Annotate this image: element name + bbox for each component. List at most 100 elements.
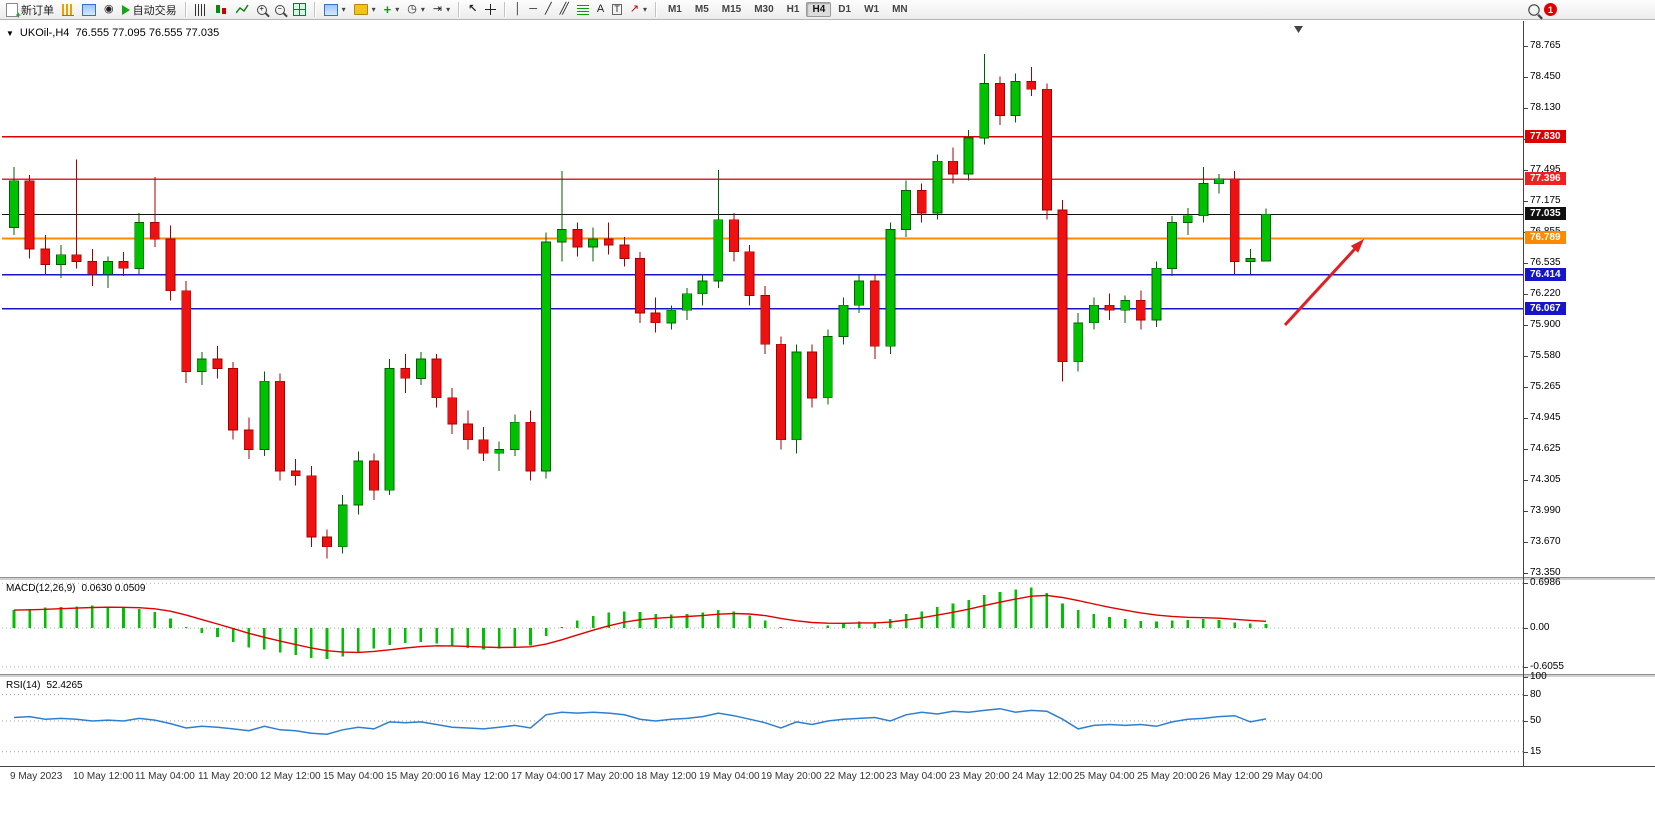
trend-arrow-annotation[interactable] bbox=[1283, 239, 1364, 327]
zoom-out-icon: − bbox=[274, 4, 285, 15]
price-scale-column[interactable]: 78.76578.45078.13077.81077.49577.17576.8… bbox=[1522, 21, 1655, 766]
chevron-down-icon: ▾ bbox=[420, 5, 425, 14]
chevron-down-icon: ▾ bbox=[341, 5, 346, 14]
timeframe-w1-button[interactable]: W1 bbox=[864, 4, 880, 15]
tile-windows-button[interactable] bbox=[290, 2, 309, 17]
trendline-button[interactable]: ╱ bbox=[542, 3, 555, 16]
chart-shift-marker[interactable] bbox=[1294, 26, 1303, 33]
horizontal-line-button[interactable]: ─ bbox=[526, 3, 540, 16]
time-axis-label: 23 May 20:00 bbox=[949, 771, 1010, 782]
ohlc-readout: 76.555 77.095 76.555 77.035 bbox=[75, 27, 220, 39]
auto-trading-button[interactable]: 自动交易 bbox=[119, 1, 180, 19]
timeframe-m1-button[interactable]: M1 bbox=[667, 4, 682, 15]
price-line-badge: 76.414 bbox=[1525, 268, 1566, 281]
chart-shift-button[interactable]: ⇥ ▾ bbox=[430, 3, 453, 16]
toolbar-separator bbox=[458, 2, 461, 17]
fibonacci-button[interactable] bbox=[574, 4, 592, 16]
chevron-down-icon: ▾ bbox=[642, 5, 647, 14]
panel-splitter[interactable] bbox=[0, 674, 1655, 677]
market-watch-button[interactable] bbox=[59, 3, 77, 17]
cursor-button[interactable]: ↖ bbox=[465, 3, 480, 16]
price-tick-label: 76.535 bbox=[1523, 257, 1561, 268]
text-label-button[interactable]: T bbox=[609, 3, 625, 16]
time-axis-label: 15 May 20:00 bbox=[386, 771, 447, 782]
price-tick-label: 76.220 bbox=[1523, 288, 1561, 299]
line-chart-icon bbox=[235, 4, 249, 14]
toolbar-separator bbox=[313, 2, 316, 17]
periods-button[interactable]: ◷ ▾ bbox=[404, 3, 428, 16]
new-chart-button[interactable]: ▾ bbox=[321, 3, 349, 17]
signals-button[interactable]: ◉ bbox=[101, 3, 117, 16]
price-tick-label: 75.900 bbox=[1523, 319, 1561, 330]
price-line-badge: 76.789 bbox=[1525, 231, 1566, 244]
clock-icon: ◷ bbox=[407, 3, 417, 15]
timeframe-h4-button[interactable]: H4 bbox=[806, 2, 832, 17]
candlestick-chart-icon bbox=[214, 3, 228, 16]
panel-splitter[interactable] bbox=[0, 577, 1655, 580]
channel-button[interactable]: ╱╱ bbox=[557, 3, 572, 16]
toolbar-separator bbox=[504, 2, 507, 17]
horizontal-line-icon: ─ bbox=[529, 3, 537, 15]
rsi-scale-label: 80 bbox=[1522, 689, 1542, 700]
timeframe-m30-button[interactable]: M30 bbox=[754, 4, 774, 15]
bar-chart-button[interactable] bbox=[192, 3, 210, 17]
new-order-button[interactable]: 新订单 bbox=[3, 1, 57, 20]
search-button[interactable] bbox=[1526, 3, 1542, 16]
macd-signal-line bbox=[13, 594, 1267, 654]
indicators-button[interactable]: + ▾ bbox=[381, 3, 403, 16]
timeframe-m15-button[interactable]: M15 bbox=[721, 4, 742, 15]
price-tick-label: 78.130 bbox=[1523, 102, 1561, 113]
time-axis-border bbox=[0, 766, 1655, 767]
line-chart-button[interactable] bbox=[233, 3, 252, 16]
price-tick-label: 73.670 bbox=[1523, 536, 1561, 547]
zoom-in-button[interactable]: + bbox=[254, 4, 270, 16]
time-axis-label: 16 May 12:00 bbox=[448, 771, 509, 782]
arrows-tool-button[interactable]: ↗ ▾ bbox=[627, 3, 650, 16]
signals-icon: ◉ bbox=[104, 3, 114, 15]
timeframe-group: M1 M5 M15 M30 H1 H4 D1 W1 MN bbox=[662, 2, 914, 17]
notification-badge[interactable]: 1 bbox=[1544, 3, 1557, 16]
timeframe-h1-button[interactable]: H1 bbox=[786, 4, 800, 15]
arrows-tool-icon: ↗ bbox=[629, 3, 639, 15]
symbol-period-title: UKOil-,H4 bbox=[19, 27, 70, 39]
timeframe-m5-button[interactable]: M5 bbox=[694, 4, 709, 15]
candlestick-chart-button[interactable] bbox=[212, 3, 231, 17]
vertical-line-button[interactable]: │ bbox=[511, 3, 524, 16]
collapse-icon[interactable]: ▼ bbox=[6, 28, 14, 38]
price-tick-label: 77.175 bbox=[1523, 195, 1561, 206]
new-chart-icon bbox=[323, 3, 338, 16]
rsi-header: RSI(14) 52.4265 bbox=[6, 680, 83, 691]
chevron-down-icon: ▾ bbox=[395, 5, 400, 14]
time-axis-label: 25 May 04:00 bbox=[1074, 771, 1135, 782]
new-order-label: 新订单 bbox=[21, 4, 54, 17]
rsi-value: 52.4265 bbox=[46, 680, 83, 691]
new-order-icon bbox=[6, 2, 21, 20]
time-axis[interactable]: 9 May 2023 10 May 12:00 11 May 04:00 11 May… bbox=[2, 768, 1655, 786]
chevron-down-icon: ▾ bbox=[371, 5, 376, 14]
crosshair-button[interactable] bbox=[482, 3, 499, 16]
rsi-plot[interactable] bbox=[2, 677, 1523, 765]
zoom-out-button[interactable]: − bbox=[272, 4, 288, 16]
timeframe-d1-button[interactable]: D1 bbox=[838, 4, 852, 15]
price-tick-label: 77.495 bbox=[1523, 164, 1561, 175]
search-icon bbox=[1528, 3, 1540, 16]
data-window-button[interactable] bbox=[79, 3, 99, 17]
vertical-line-icon: │ bbox=[514, 3, 522, 15]
fibonacci-icon bbox=[576, 4, 589, 15]
toolbar: 新订单 ◉ 自动交易 + − ▾ ▾ +▾ ◷▾ ⇥▾ ↖ │ ─ ╱ ╱╱ A… bbox=[0, 0, 1655, 20]
timeframe-mn-button[interactable]: MN bbox=[892, 4, 908, 15]
time-axis-label: 10 May 12:00 bbox=[73, 771, 134, 782]
rsi-scale-label: 50 bbox=[1522, 715, 1542, 726]
profiles-icon bbox=[353, 4, 368, 15]
auto-trading-play-icon bbox=[121, 4, 130, 15]
price-chart-plot[interactable] bbox=[2, 23, 1523, 576]
cursor-icon: ↖ bbox=[468, 3, 478, 15]
rsi-line bbox=[13, 707, 1267, 735]
horizontal-level-lines[interactable] bbox=[2, 136, 1523, 310]
macd-plot[interactable] bbox=[2, 580, 1523, 673]
chevron-down-icon: ▾ bbox=[446, 5, 451, 14]
price-tick-label: 78.450 bbox=[1523, 71, 1561, 82]
text-tool-button[interactable]: A bbox=[594, 3, 607, 16]
chart-window: ▼ UKOil-,H4 76.555 77.095 76.555 77.035 … bbox=[0, 21, 1655, 827]
profiles-button[interactable]: ▾ bbox=[351, 3, 379, 16]
